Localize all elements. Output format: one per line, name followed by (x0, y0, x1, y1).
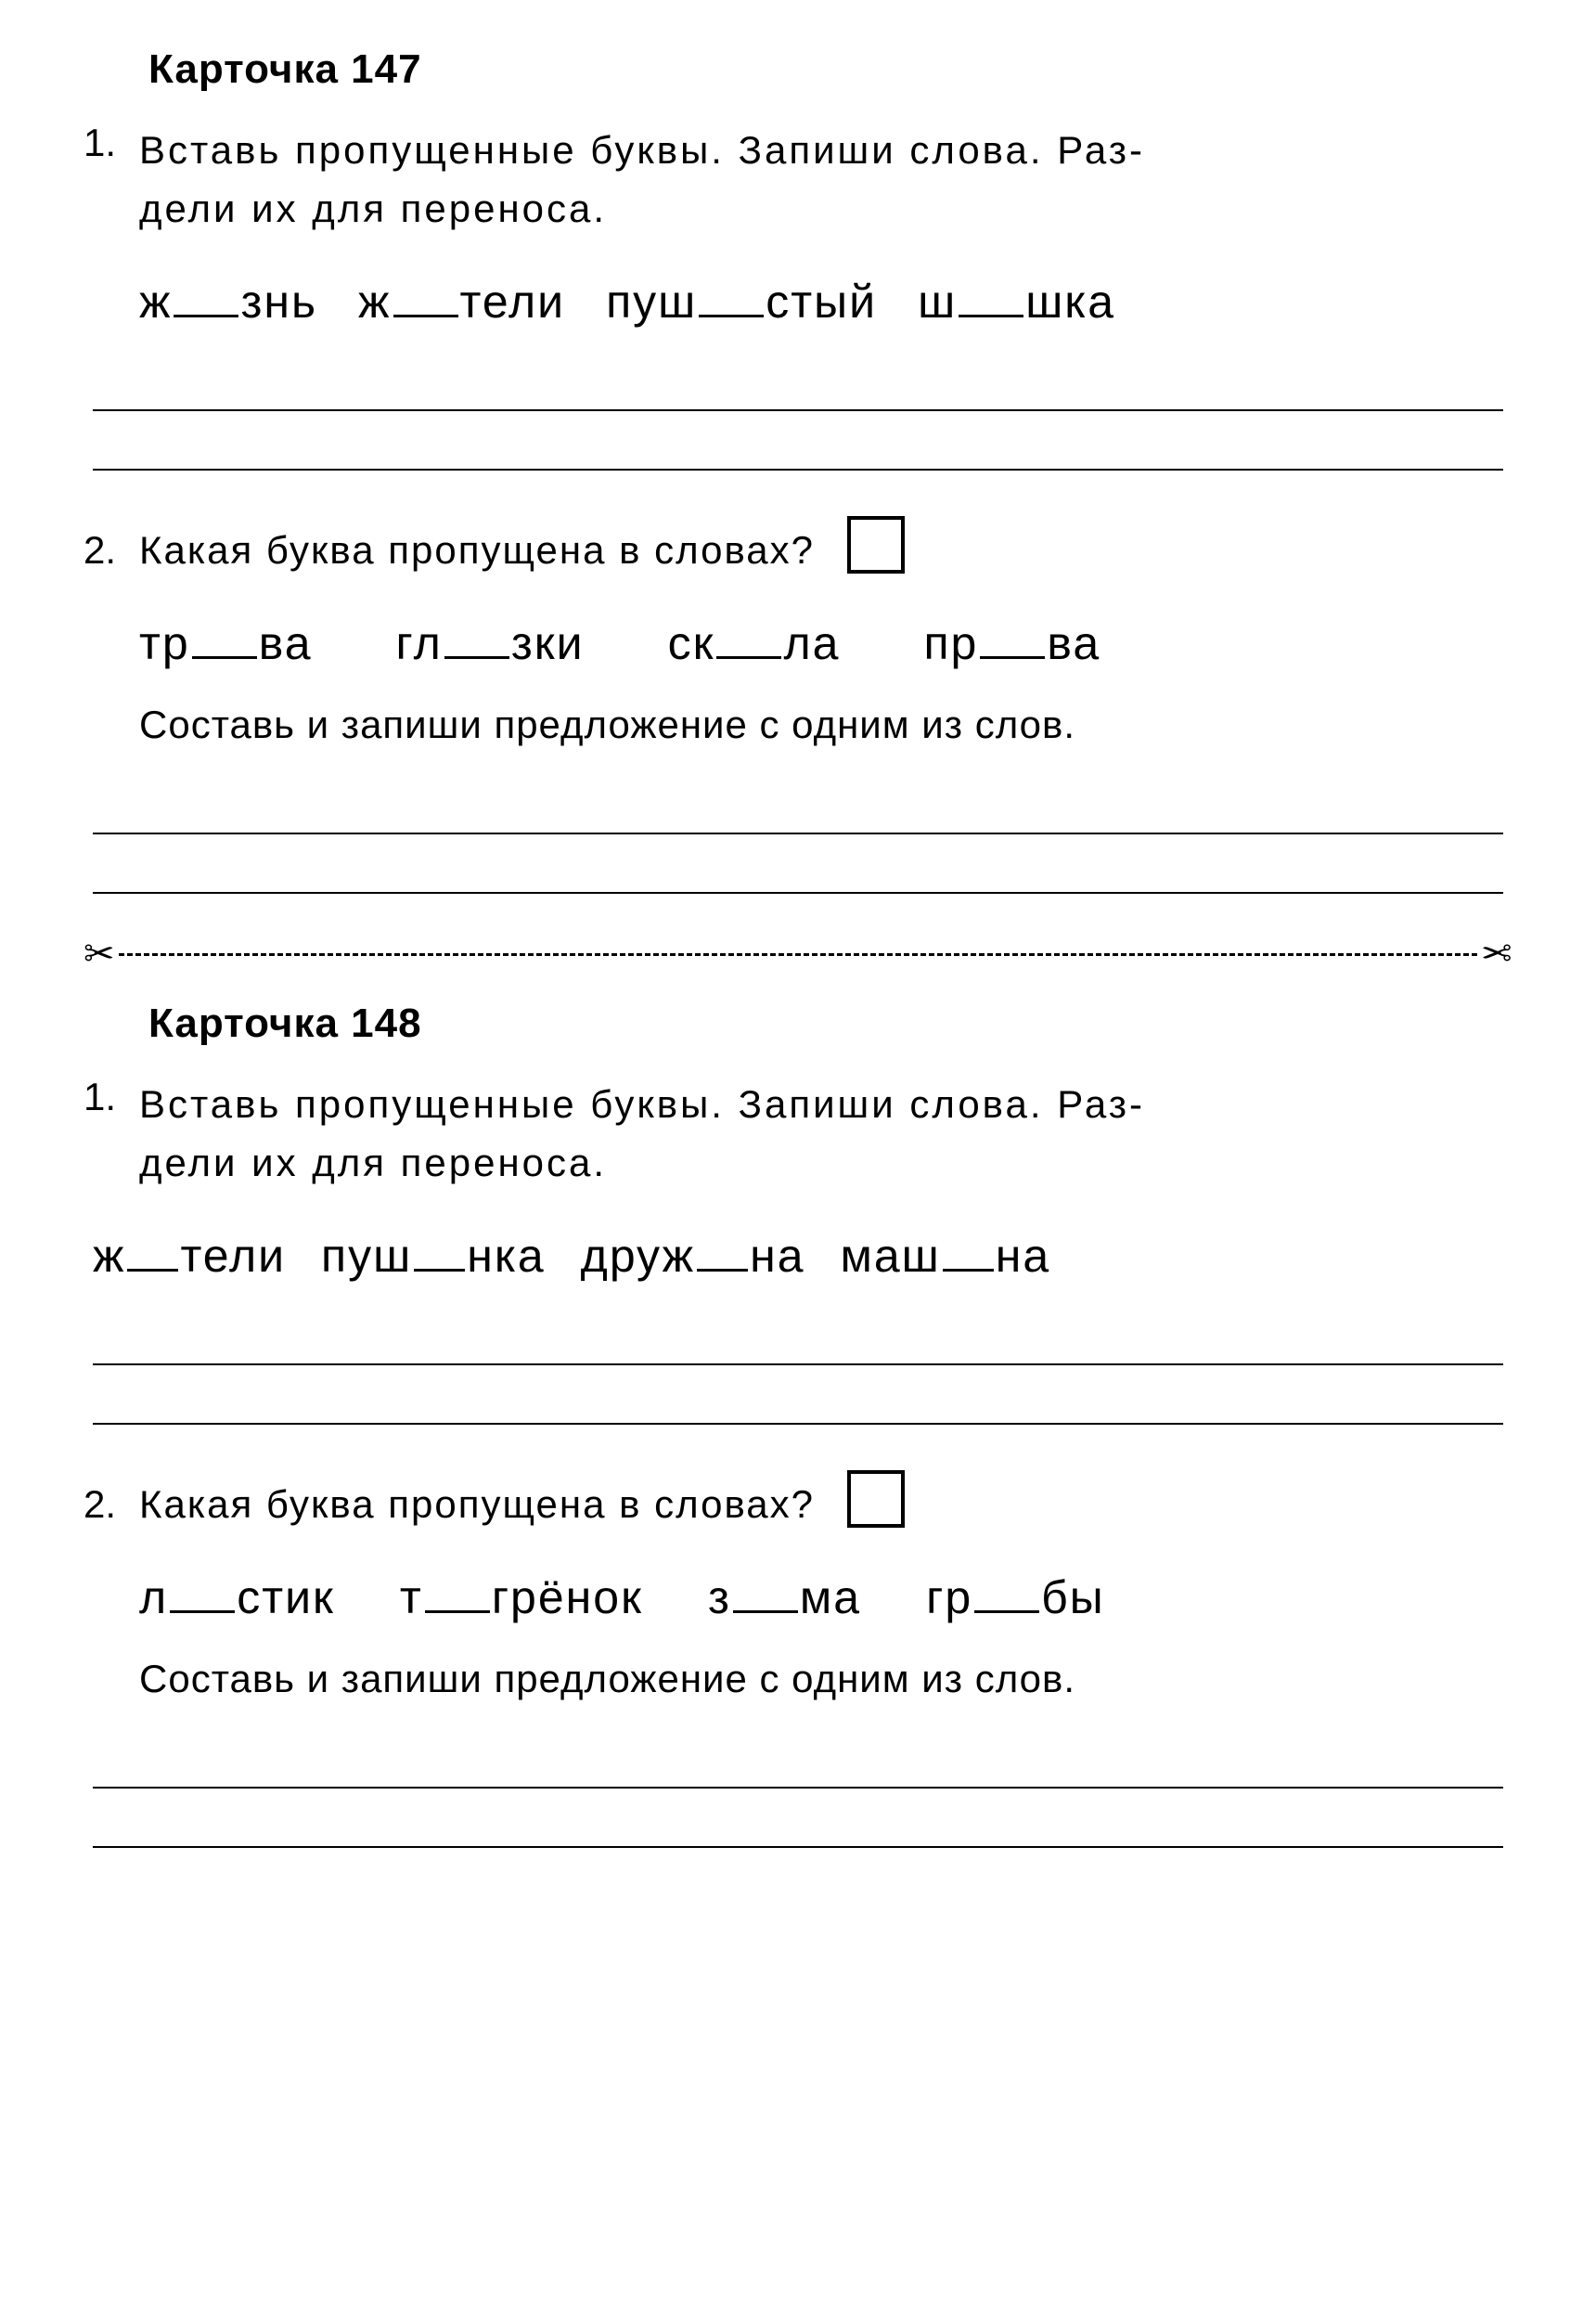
answer-line[interactable] (93, 775, 1503, 834)
task-number: 1. (84, 1075, 139, 1119)
word-row: л стик т грёнок з ма гр бы (84, 1570, 1512, 1624)
answer-line[interactable] (93, 1789, 1503, 1848)
word-part: зки (511, 616, 585, 670)
task-subtext: Составь и запиши предложение с одним из … (84, 1657, 1512, 1701)
answer-line[interactable] (93, 352, 1503, 411)
letter-gap[interactable] (170, 1585, 235, 1613)
word-row: жтели пушнка дружна машна (84, 1229, 1512, 1283)
word-part: пуш (321, 1229, 412, 1283)
letter-gap[interactable] (414, 1244, 465, 1272)
answer-line[interactable] (93, 834, 1503, 894)
letter-gap[interactable] (980, 631, 1045, 659)
word-part: на (996, 1229, 1050, 1283)
task-text-line2: дели их для переноса. (84, 179, 1512, 238)
word-part: бы (1041, 1570, 1105, 1624)
letter-gap[interactable] (444, 631, 509, 659)
word-part: тр (139, 616, 190, 670)
word-part: ж (139, 275, 172, 329)
task-number: 2. (84, 528, 139, 573)
word-part: з (708, 1570, 731, 1624)
task-text-line1: Вставь пропущенные буквы. Запиши слова. … (139, 121, 1145, 179)
task-question: Какая буква пропущена в словах? (139, 1482, 815, 1527)
letter-gap[interactable] (393, 290, 458, 317)
word-part: пуш (606, 275, 697, 329)
word-part: т (400, 1570, 423, 1624)
task-text-line1: Вставь пропущенные буквы. Запиши слова. … (139, 1075, 1145, 1133)
task-1: 1. Вставь пропущенные буквы. Запиши слов… (84, 121, 1512, 471)
word-part: на (750, 1229, 804, 1283)
word-part: знь (240, 275, 317, 329)
task-number: 2. (84, 1482, 139, 1527)
word-row: жзнь жтели пушстый шшка (84, 275, 1512, 329)
letter-gap[interactable] (974, 1585, 1039, 1613)
task-1: 1. Вставь пропущенные буквы. Запиши слов… (84, 1075, 1512, 1425)
card-title: Карточка 147 (148, 46, 1512, 93)
word-part: тели (460, 275, 566, 329)
word-part: гл (396, 616, 443, 670)
letter-gap[interactable] (716, 631, 781, 659)
word-part: грёнок (492, 1570, 643, 1624)
letter-gap[interactable] (174, 290, 238, 317)
letter-gap[interactable] (733, 1585, 798, 1613)
task-2: 2. Какая буква пропущена в словах? тр ва … (84, 522, 1512, 894)
word-part: маш (841, 1229, 941, 1283)
task-number: 1. (84, 121, 139, 165)
letter-gap[interactable] (127, 1244, 178, 1272)
answer-line[interactable] (93, 411, 1503, 471)
letter-gap[interactable] (943, 1244, 994, 1272)
word-part: нка (467, 1229, 545, 1283)
word-part: друж (581, 1229, 695, 1283)
answer-line[interactable] (93, 1729, 1503, 1789)
task-question: Какая буква пропущена в словах? (139, 528, 815, 573)
word-part: стик (237, 1570, 335, 1624)
word-part: стый (766, 275, 877, 329)
scissor-icon: ✂ (1481, 936, 1512, 973)
word-part: шка (1025, 275, 1115, 329)
task-text-line2: дели их для переноса. (84, 1133, 1512, 1192)
answer-box[interactable] (847, 516, 905, 574)
letter-gap[interactable] (192, 631, 257, 659)
card-148: Карточка 148 1. Вставь пропущенные буквы… (84, 1001, 1512, 1848)
card-title: Карточка 148 (148, 1001, 1512, 1047)
word-part: тели (180, 1229, 286, 1283)
word-part: ж (358, 275, 391, 329)
word-row: тр ва гл зки ск ла пр ва (84, 616, 1512, 670)
cut-line: ✂ ✂ (84, 936, 1512, 973)
word-part: ва (1047, 616, 1100, 670)
word-part: ш (918, 275, 957, 329)
word-part: пр (923, 616, 978, 670)
word-part: ва (259, 616, 313, 670)
letter-gap[interactable] (699, 290, 764, 317)
word-part: ж (93, 1229, 125, 1283)
answer-line[interactable] (93, 1365, 1503, 1425)
word-part: ла (783, 616, 840, 670)
word-part: ск (668, 616, 715, 670)
scissor-icon: ✂ (84, 936, 115, 973)
letter-gap[interactable] (697, 1244, 748, 1272)
word-part: л (139, 1570, 168, 1624)
task-subtext: Составь и запиши предложение с одним из … (84, 703, 1512, 747)
dash-line (119, 953, 1478, 956)
answer-line[interactable] (93, 1306, 1503, 1365)
task-2: 2. Какая буква пропущена в словах? л стик… (84, 1476, 1512, 1848)
word-part: гр (926, 1570, 972, 1624)
word-part: ма (800, 1570, 861, 1624)
answer-box[interactable] (847, 1470, 905, 1528)
letter-gap[interactable] (425, 1585, 490, 1613)
letter-gap[interactable] (959, 290, 1023, 317)
card-147: Карточка 147 1. Вставь пропущенные буквы… (84, 46, 1512, 894)
